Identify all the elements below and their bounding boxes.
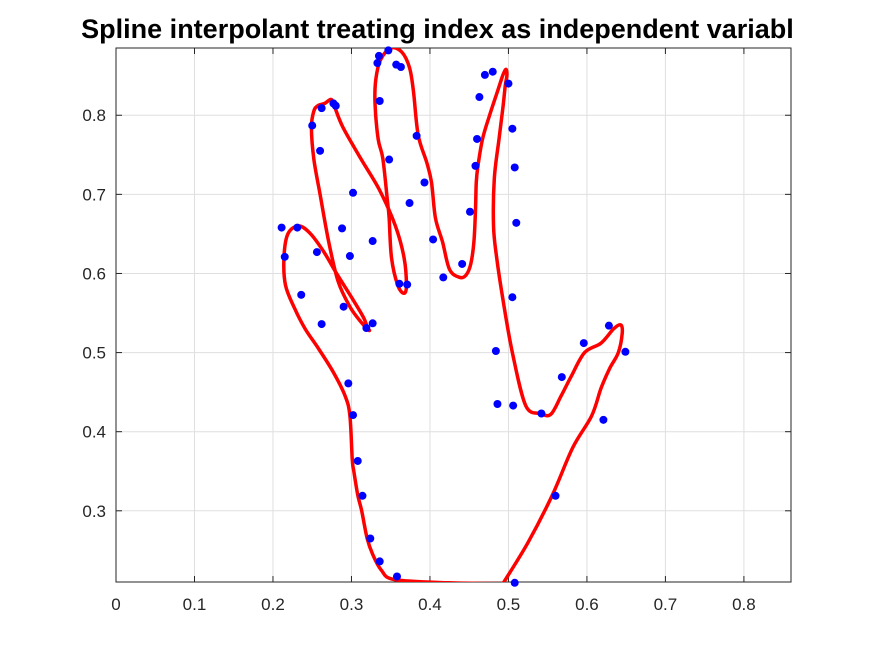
data-point [491, 346, 500, 355]
data-point [395, 279, 404, 288]
x-tick-label: 0.1 [183, 595, 207, 614]
data-point [349, 188, 358, 197]
data-point [475, 93, 484, 102]
data-point [358, 491, 367, 500]
data-point [396, 62, 405, 71]
data-point [316, 146, 325, 155]
data-point [510, 163, 519, 172]
data-point [480, 70, 489, 79]
data-point [509, 401, 518, 410]
data-point [405, 199, 414, 208]
data-point [458, 259, 467, 268]
data-point [551, 491, 560, 500]
data-point [412, 131, 421, 140]
data-point [385, 155, 394, 164]
data-point [312, 248, 321, 257]
data-point [374, 51, 383, 60]
data-point [508, 124, 517, 133]
data-point [579, 339, 588, 348]
x-tick-label: 0.2 [261, 595, 285, 614]
data-point [604, 321, 613, 330]
x-tick-label: 0.6 [575, 595, 599, 614]
spline-line [282, 48, 625, 582]
y-tick-label: 0.5 [82, 344, 106, 363]
data-point [345, 252, 354, 261]
data-point [317, 320, 326, 329]
plot-area: 0 0.1 0.2 0.3 0.4 0.5 0.6 0.7 0.8 0.3 0.4 0.5 0.6 0.7… [82, 46, 792, 614]
data-point [403, 280, 412, 289]
data-point [473, 134, 482, 143]
data-point [349, 411, 358, 420]
data-point [508, 293, 517, 302]
x-tick-label: 0.7 [654, 595, 678, 614]
data-point [293, 223, 302, 232]
data-point [338, 224, 347, 233]
data-point [373, 59, 382, 68]
y-tick-label: 0.8 [82, 106, 106, 125]
y-tick-label: 0.4 [82, 423, 106, 442]
data-point [557, 373, 566, 382]
y-tick-label: 0.7 [82, 185, 106, 204]
data-point [317, 104, 326, 113]
data-point [375, 557, 384, 566]
data-point [429, 235, 438, 244]
data-point [392, 572, 401, 581]
x-tick-label: 0.8 [732, 595, 756, 614]
data-point [471, 161, 480, 170]
data-point [366, 534, 375, 543]
data-point [493, 400, 502, 408]
x-tick-label: 0.3 [340, 595, 364, 614]
plot-background [116, 48, 791, 582]
chart-title: Spline interpolant treating index as ind… [81, 14, 794, 44]
data-point [512, 218, 521, 227]
data-point [280, 252, 289, 261]
x-tick-label: 0.4 [418, 595, 442, 614]
data-point [297, 290, 306, 299]
data-point [353, 456, 362, 465]
data-point [621, 347, 630, 356]
data-point [420, 178, 429, 187]
data-point [439, 273, 448, 282]
x-tick-label: 0 [111, 595, 120, 614]
data-point [488, 67, 497, 76]
data-point [344, 379, 353, 388]
data-point [339, 302, 348, 311]
y-tick-label: 0.6 [82, 264, 106, 283]
data-point [510, 578, 519, 587]
x-tick-label: 0.5 [497, 595, 521, 614]
data-point [504, 79, 513, 88]
data-point [308, 121, 317, 130]
data-point [375, 97, 384, 106]
data-point [368, 237, 377, 246]
data-point [537, 409, 546, 418]
data-point [465, 207, 474, 216]
data-point [599, 415, 608, 424]
data-point [384, 46, 393, 55]
data-point [362, 324, 371, 333]
data-point [368, 319, 377, 328]
data-point [331, 101, 340, 110]
data-point [277, 223, 286, 232]
y-tick-label: 0.3 [82, 502, 106, 521]
